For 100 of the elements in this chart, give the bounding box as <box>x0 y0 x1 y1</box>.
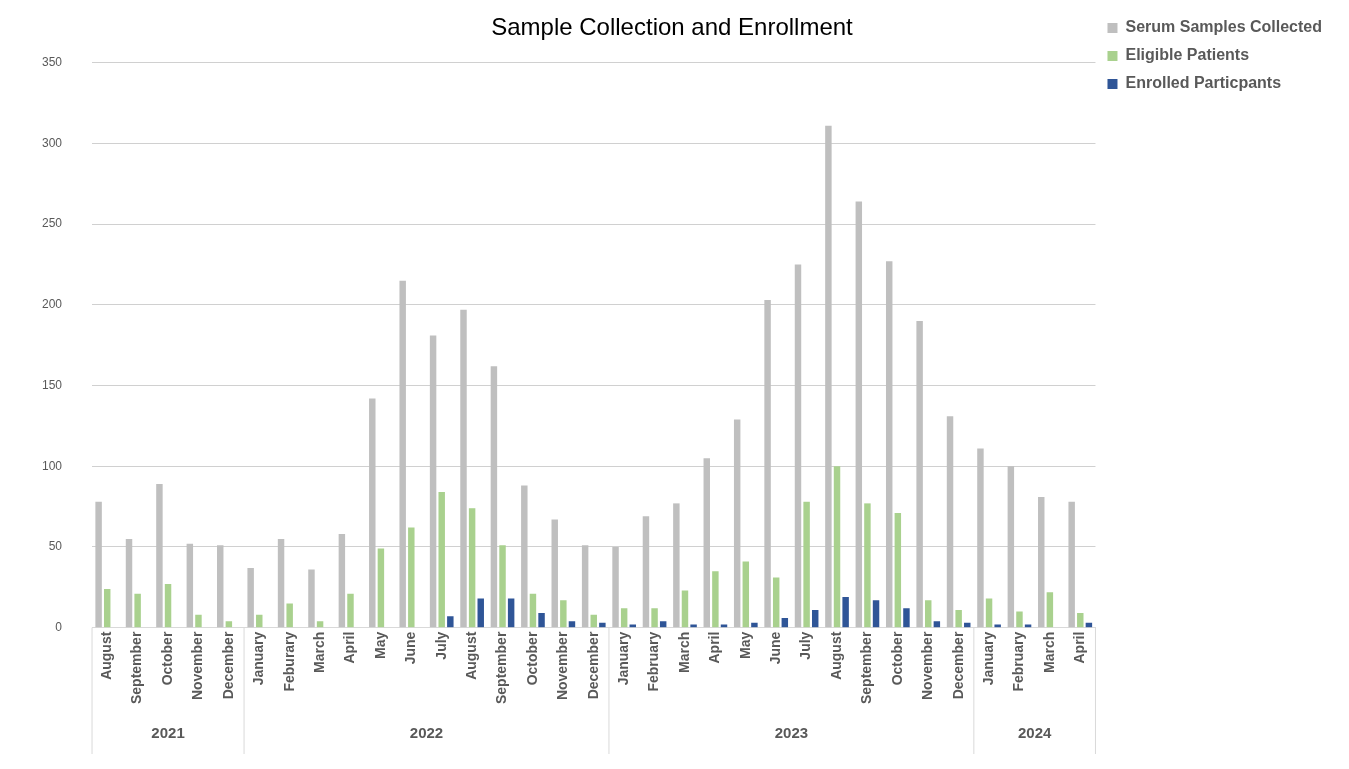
bar <box>277 538 285 628</box>
bar <box>468 508 476 628</box>
bar <box>538 613 545 628</box>
y-tick-label: 0 <box>55 619 63 634</box>
y-tick-label: 300 <box>41 135 63 150</box>
bar <box>95 501 102 628</box>
bar <box>438 492 445 628</box>
bar <box>855 201 863 628</box>
bar <box>620 608 628 628</box>
bar <box>568 621 576 628</box>
bar <box>781 617 789 628</box>
bar <box>772 577 780 628</box>
x-tick-label: August <box>98 631 115 680</box>
bar <box>225 621 233 628</box>
x-tick-label: September <box>128 631 145 704</box>
bar <box>994 624 1001 628</box>
bar <box>681 590 689 628</box>
bar <box>946 416 954 628</box>
bar <box>1038 496 1045 628</box>
x-tick-label: March <box>310 631 327 673</box>
bar <box>651 608 658 628</box>
bar <box>720 624 728 628</box>
bar <box>659 621 667 628</box>
x-tick-label: May <box>371 631 388 659</box>
bar <box>742 561 750 628</box>
bar <box>490 366 498 628</box>
bar <box>599 622 606 628</box>
x-tick-label: December <box>584 631 601 700</box>
bar <box>286 603 293 628</box>
bar <box>703 458 710 628</box>
bar <box>156 484 163 628</box>
bar <box>764 300 771 628</box>
bar <box>894 513 902 628</box>
bar <box>369 398 376 628</box>
y-tick-label: 250 <box>41 216 63 231</box>
x-tick-label: October <box>888 631 905 686</box>
bar <box>308 569 315 628</box>
bar <box>751 622 758 628</box>
x-tick-label: September <box>493 631 510 704</box>
bar <box>399 280 406 628</box>
bar <box>560 600 567 628</box>
bar <box>529 593 537 628</box>
bar <box>825 125 832 628</box>
bar <box>864 503 871 628</box>
y-tick-label: 100 <box>41 458 63 473</box>
x-tick-label: April <box>341 631 358 664</box>
text: 2021 <box>151 724 185 742</box>
bar <box>581 545 589 628</box>
bar <box>733 419 741 628</box>
text: 2024 <box>1017 724 1053 742</box>
x-tick-label: March <box>1040 631 1057 673</box>
bar <box>1007 466 1015 628</box>
bar <box>1077 613 1084 628</box>
bar <box>217 545 224 628</box>
text: 2022 <box>409 724 444 742</box>
bar <box>590 614 597 628</box>
bar <box>794 264 802 628</box>
bar <box>985 598 993 628</box>
bar <box>256 614 263 628</box>
x-tick-label: October <box>523 631 540 686</box>
x-tick-label: December <box>219 631 236 700</box>
y-tick-label: 200 <box>41 297 63 312</box>
bar <box>925 600 932 628</box>
bar <box>447 616 454 628</box>
x-tick-label: August <box>827 631 844 680</box>
x-tick-label: August <box>462 631 479 680</box>
bar <box>521 485 528 628</box>
bar <box>955 609 962 628</box>
bar <box>429 335 437 628</box>
chart-title: Sample Collection and Enrollment <box>491 13 854 41</box>
bar <box>803 501 810 628</box>
x-tick-label: November <box>919 631 936 701</box>
bar <box>1024 624 1032 628</box>
bar <box>507 598 515 628</box>
x-tick-label: January <box>615 631 632 686</box>
x-tick-label: January <box>979 631 996 686</box>
bar <box>642 516 650 628</box>
bar <box>316 621 324 628</box>
x-tick-label: November <box>189 631 206 701</box>
bar <box>104 588 111 628</box>
legend-label: Serum Samples Collected <box>1125 18 1322 36</box>
x-tick-label: September <box>858 631 875 704</box>
x-tick-label: July <box>797 631 814 660</box>
x-tick-label: December <box>949 631 966 700</box>
bar <box>916 321 923 628</box>
bar <box>125 538 133 628</box>
bar <box>499 545 506 628</box>
x-tick-label: Feburary <box>280 631 297 692</box>
bar <box>186 543 194 628</box>
bar <box>885 261 893 628</box>
x-tick-label: May <box>736 631 753 659</box>
bar <box>612 546 619 628</box>
bar <box>1016 611 1023 628</box>
x-tick-label: June <box>767 631 784 665</box>
x-tick-label: April <box>706 631 723 664</box>
bar <box>377 548 385 628</box>
bar <box>933 621 941 628</box>
bar <box>673 503 680 628</box>
bar <box>629 624 637 628</box>
x-tick-label: January <box>250 631 267 686</box>
